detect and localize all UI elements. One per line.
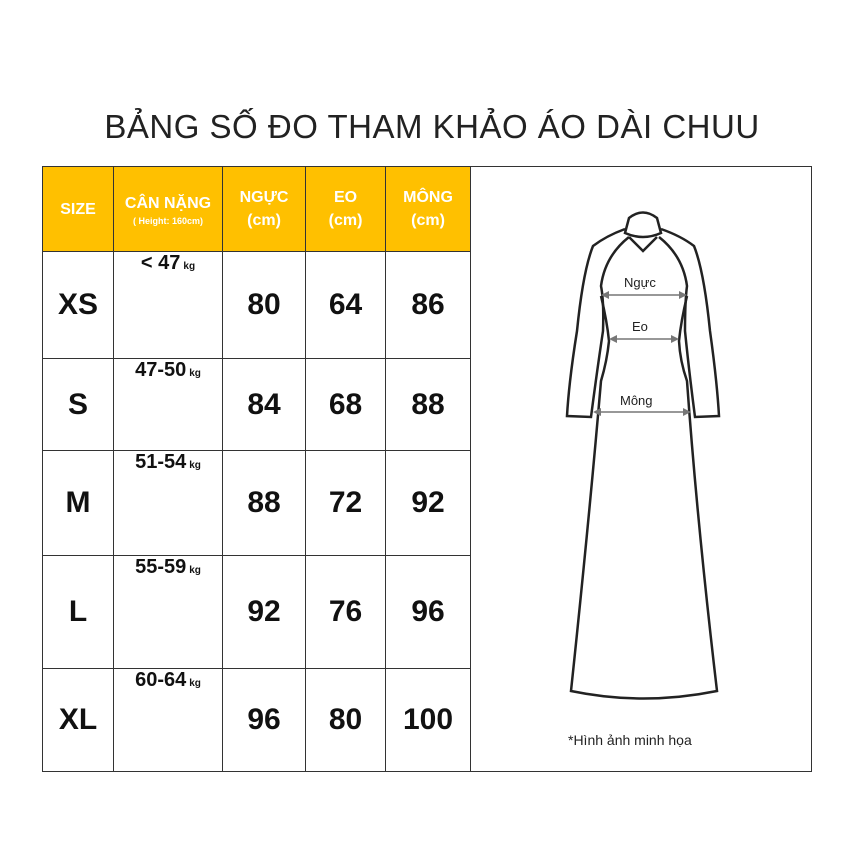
hip-label: Mông — [620, 393, 653, 408]
cell-hip: 92 — [386, 451, 471, 556]
header-weight-note: ( Height: 160cm) — [132, 215, 203, 226]
chest-value: 88 — [247, 486, 281, 519]
cell-waist: 76 — [306, 556, 386, 669]
cell-weight: 47-50 kg — [114, 359, 223, 451]
weight-value: 55-59 — [135, 556, 187, 578]
chest-label: Ngực — [624, 275, 656, 290]
chest-value: 92 — [247, 595, 281, 628]
header-waist: EO (cm) — [306, 167, 386, 252]
cell-size: M — [43, 451, 114, 556]
cell-waist: 64 — [306, 252, 386, 359]
waist-label: Eo — [632, 319, 648, 334]
cell-weight: 51-54 kg — [114, 451, 223, 556]
header-unit: (cm) — [247, 212, 281, 229]
cell-weight: < 47 kg — [114, 252, 223, 359]
header-weight-label: CÂN NẶNG — [124, 194, 212, 212]
waist-value: 68 — [328, 387, 363, 421]
size-value: M — [65, 486, 91, 519]
cell-weight: 60-64 kg — [114, 669, 223, 772]
cell-size: XL — [43, 669, 114, 772]
header-chest-label: NGỰC — [239, 189, 289, 206]
size-table: SIZE CÂN NẶNG ( Height: 160cm) NGỰC (cm) E… — [42, 166, 812, 772]
hip-value: 100 — [402, 703, 454, 736]
page-title: BẢNG SỐ ĐO THAM KHẢO ÁO DÀI CHUU — [104, 108, 760, 145]
cell-hip: 88 — [386, 359, 471, 451]
header-hip: MÔNG (cm) — [386, 167, 471, 252]
size-value: S — [67, 387, 88, 421]
cell-waist: 72 — [306, 451, 386, 556]
cell-hip: 86 — [386, 252, 471, 359]
waist-value: 80 — [328, 703, 363, 736]
header-unit: (cm) — [411, 212, 445, 229]
size-value: XL — [58, 703, 98, 736]
weight-value: < 47 — [140, 252, 181, 274]
header-size: SIZE — [43, 167, 114, 252]
cell-hip: 100 — [386, 669, 471, 772]
cell-chest: 84 — [223, 359, 306, 451]
cell-waist: 68 — [306, 359, 386, 451]
hip-value: 88 — [411, 387, 445, 421]
waist-value: 72 — [328, 486, 363, 519]
weight-unit: kg — [189, 368, 201, 379]
weight-value: 60-64 — [135, 669, 187, 691]
waist-value: 64 — [328, 288, 363, 321]
weight-value: 47-50 — [135, 359, 187, 381]
cell-chest: 88 — [223, 451, 306, 556]
weight-unit: kg — [189, 460, 201, 471]
cell-hip: 96 — [386, 556, 471, 669]
weight-unit: kg — [189, 565, 201, 576]
cell-waist: 80 — [306, 669, 386, 772]
weight-value: 51-54 — [135, 451, 187, 473]
chest-value: 80 — [247, 288, 281, 321]
header-weight: CÂN NẶNG ( Height: 160cm) — [114, 167, 223, 252]
header-unit: (cm) — [328, 212, 363, 229]
header-hip-label: MÔNG — [403, 189, 453, 206]
illustration-note: *Hình ảnh minh họa — [568, 732, 692, 748]
hip-value: 86 — [411, 288, 445, 321]
cell-chest: 96 — [223, 669, 306, 772]
dress-illustration — [471, 167, 811, 771]
cell-chest: 80 — [223, 252, 306, 359]
header-waist-label: EO — [333, 189, 358, 206]
hip-value: 96 — [411, 595, 445, 628]
ao-dai-drawing — [565, 211, 721, 700]
weight-unit: kg — [183, 261, 196, 272]
cell-weight: 55-59 kg — [114, 556, 223, 669]
size-value: L — [68, 595, 88, 628]
chest-value: 96 — [247, 703, 281, 736]
hip-value: 92 — [411, 486, 445, 519]
waist-value: 76 — [328, 595, 363, 628]
weight-unit: kg — [189, 678, 201, 689]
cell-size: L — [43, 556, 114, 669]
header-size-label: SIZE — [60, 200, 96, 218]
cell-size: S — [43, 359, 114, 451]
cell-size: XS — [43, 252, 114, 359]
measurement-arrows — [593, 291, 691, 416]
header-chest: NGỰC (cm) — [223, 167, 306, 252]
size-value: XS — [57, 288, 99, 321]
chest-value: 84 — [247, 387, 281, 421]
cell-chest: 92 — [223, 556, 306, 669]
